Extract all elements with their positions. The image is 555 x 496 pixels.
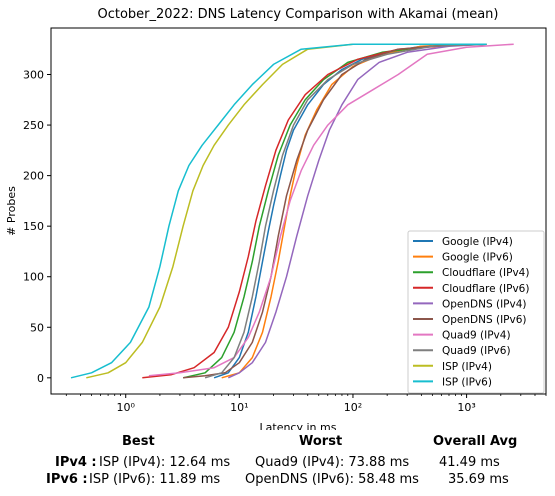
legend-label-4: OpenDNS (IPv4) xyxy=(442,298,527,310)
plot-area xyxy=(50,27,547,395)
x-axis-label: Latency in ms xyxy=(260,421,337,430)
x-tick-label: 10⁰ xyxy=(117,401,136,414)
series-line-0 xyxy=(213,43,487,379)
legend-label-1: Google (IPv6) xyxy=(442,252,513,264)
latency-chart: October_2022: DNS Latency Comparison wit… xyxy=(5,7,547,430)
summary-header-best: Best xyxy=(122,434,155,449)
summary-header-avg: Overall Avg xyxy=(433,434,518,449)
legend: Google (IPv4) Google (IPv6) Cloudflare (IP… xyxy=(407,230,545,394)
legend-label-3: Cloudflare (IPv6) xyxy=(442,283,529,295)
legend-label-5: OpenDNS (IPv6) xyxy=(442,314,527,326)
x-tick-label: 10¹ xyxy=(230,401,248,414)
y-tick-label: 250 xyxy=(23,119,44,132)
y-tick-label: 200 xyxy=(23,170,44,183)
series-line-4 xyxy=(227,43,487,379)
legend-label-9: ISP (IPv6) xyxy=(442,376,492,388)
legend-label-7: Quad9 (IPv6) xyxy=(442,345,511,357)
series-line-5 xyxy=(183,43,456,379)
y-tick-label: 300 xyxy=(23,69,44,82)
series-layer xyxy=(70,43,514,379)
series-line-7 xyxy=(204,43,487,379)
summary-row-ipv4-avg: 41.49 ms xyxy=(439,455,500,470)
chart-title: October_2022: DNS Latency Comparison wit… xyxy=(98,7,499,22)
y-tick-label: 0 xyxy=(37,372,44,385)
summary-row-ipv6-label: IPv6 : xyxy=(46,472,88,487)
summary-row-ipv4-worst: Quad9 (IPv4): 73.88 ms xyxy=(255,455,410,470)
legend-label-6: Quad9 (IPv4) xyxy=(442,330,511,342)
x-tick-label: 10² xyxy=(344,401,362,414)
legend-label-8: ISP (IPv4) xyxy=(442,361,492,373)
series-line-8 xyxy=(86,43,487,379)
y-tick-label: 100 xyxy=(23,271,44,284)
x-tick-label: 10³ xyxy=(457,401,475,414)
summary-header-worst: Worst xyxy=(299,434,343,449)
summary-row-ipv6-best: ISP (IPv6): 11.89 ms xyxy=(89,472,221,487)
summary-row-ipv4-label: IPv4 : xyxy=(55,455,97,470)
series-line-6 xyxy=(148,43,514,377)
summary-row-ipv4-best: ISP (IPv4): 12.64 ms xyxy=(99,455,231,470)
y-axis-label: # Probes xyxy=(5,186,18,236)
legend-label-0: Google (IPv4) xyxy=(442,236,513,248)
summary-row-ipv6-avg: 35.69 ms xyxy=(448,472,509,487)
summary-row-ipv6-worst: OpenDNS (IPv6): 58.48 ms xyxy=(245,472,419,487)
series-line-9 xyxy=(70,43,487,379)
legend-label-2: Cloudflare (IPv4) xyxy=(442,267,529,279)
y-tick-label: 50 xyxy=(30,321,44,334)
legend-box xyxy=(407,230,545,394)
y-tick-label: 150 xyxy=(23,220,44,233)
series-line-3 xyxy=(142,43,467,379)
axis-layer: 10⁰ 10¹ 10² 10³ 0 50 100 150 200 250 300 xyxy=(23,69,547,414)
